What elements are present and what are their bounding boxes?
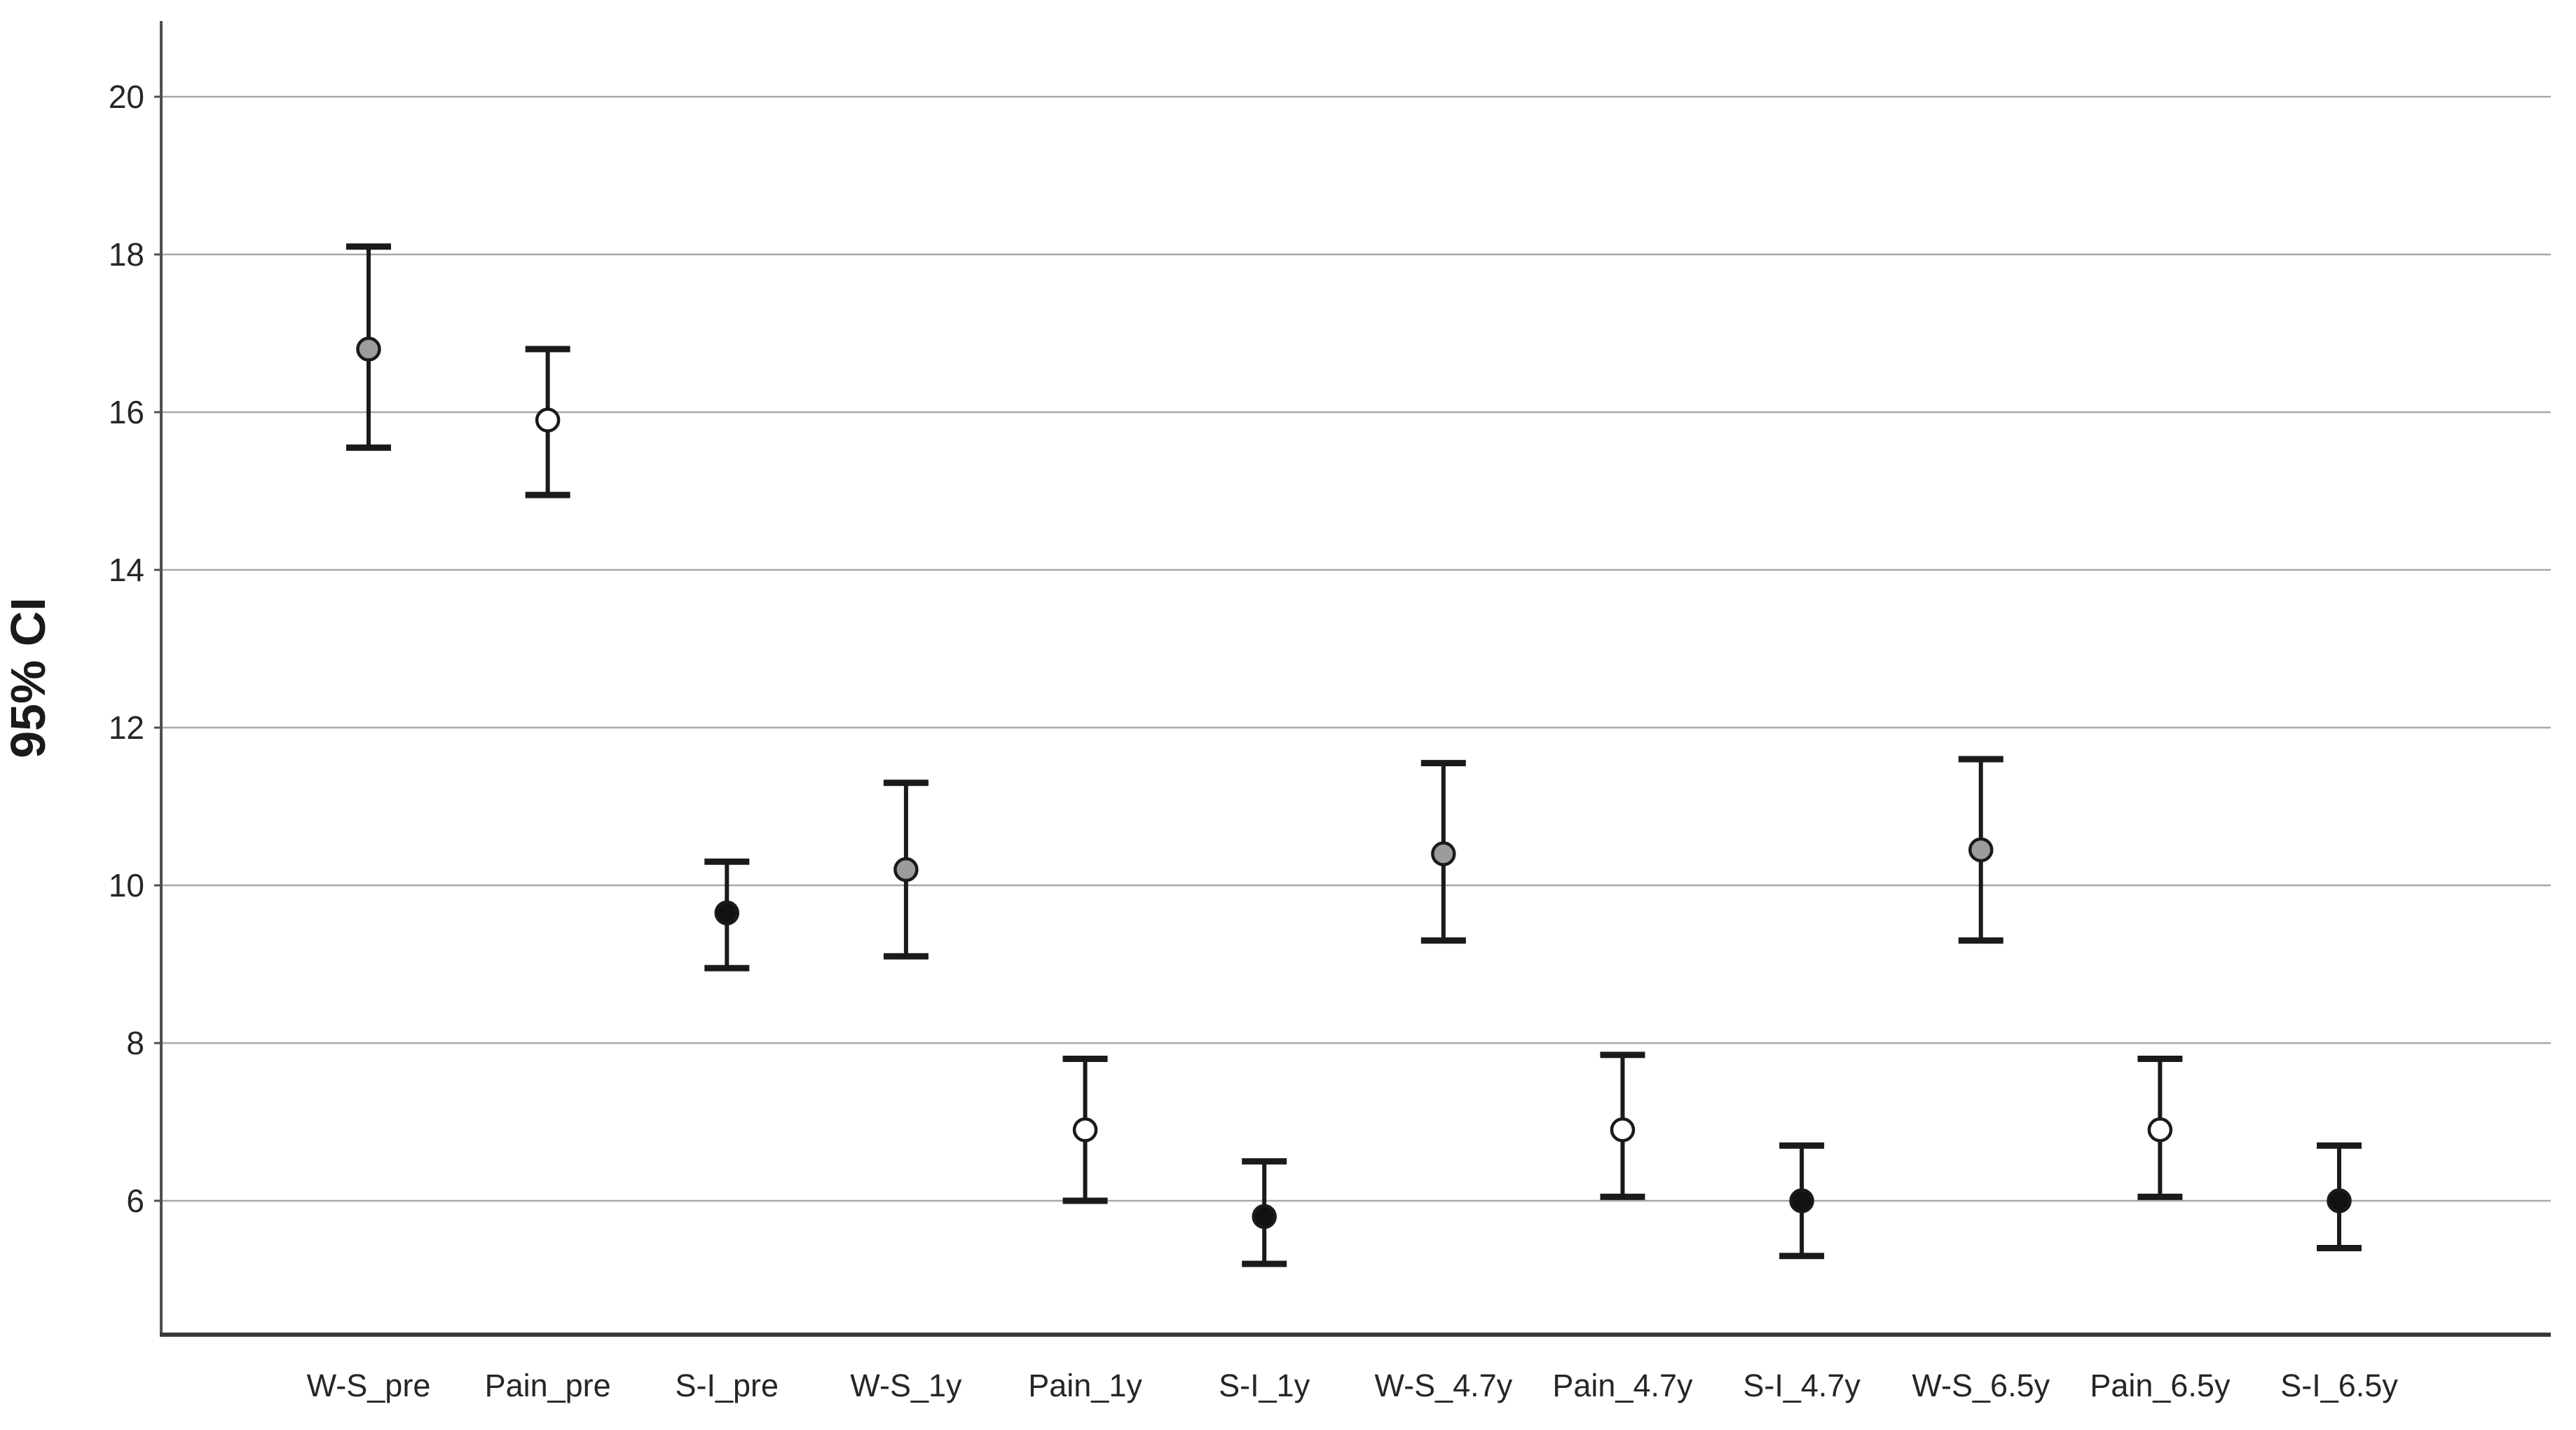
y-tick-label: 14 bbox=[109, 552, 144, 588]
mean-marker-black bbox=[1252, 1204, 1277, 1230]
x-tick-label: S-I_4.7y bbox=[1743, 1368, 1861, 1403]
mean-marker-gray bbox=[1431, 841, 1456, 866]
mean-marker-white bbox=[2147, 1117, 2173, 1143]
y-tick-label: 6 bbox=[126, 1183, 144, 1219]
mean-marker-white bbox=[1610, 1117, 1636, 1143]
x-tick-label: S-I_6.5y bbox=[2280, 1368, 2398, 1403]
x-tick-label: Pain_pre bbox=[485, 1368, 611, 1403]
x-tick-label: Pain_6.5y bbox=[2090, 1368, 2231, 1403]
mean-marker-white bbox=[1072, 1117, 1098, 1143]
y-tick-label: 8 bbox=[126, 1025, 144, 1061]
x-tick-label: Pain_4.7y bbox=[1552, 1368, 1693, 1403]
mean-marker-gray bbox=[893, 857, 919, 883]
x-tick-label: S-I_1y bbox=[1219, 1368, 1310, 1403]
x-tick-label: W-S_1y bbox=[850, 1368, 962, 1403]
x-tick-label: W-S_4.7y bbox=[1374, 1368, 1512, 1403]
y-tick-label: 16 bbox=[109, 394, 144, 430]
x-tick-label: S-I_pre bbox=[675, 1368, 779, 1403]
mean-marker-gray bbox=[1968, 837, 1994, 863]
mean-marker-white bbox=[535, 407, 561, 433]
x-tick-label: W-S_pre bbox=[307, 1368, 431, 1403]
x-tick-label: W-S_6.5y bbox=[1912, 1368, 2050, 1403]
mean-marker-gray bbox=[356, 336, 381, 362]
mean-marker-black bbox=[2327, 1188, 2352, 1213]
y-tick-label: 12 bbox=[109, 709, 144, 746]
x-tick-label: Pain_1y bbox=[1028, 1368, 1142, 1403]
mean-marker-black bbox=[1789, 1188, 1814, 1213]
mean-marker-black bbox=[714, 900, 740, 926]
y-axis-title: 95% CI bbox=[1, 597, 55, 758]
y-tick-label: 20 bbox=[109, 79, 144, 115]
y-tick-label: 10 bbox=[109, 867, 144, 904]
y-tick-label: 18 bbox=[109, 236, 144, 273]
